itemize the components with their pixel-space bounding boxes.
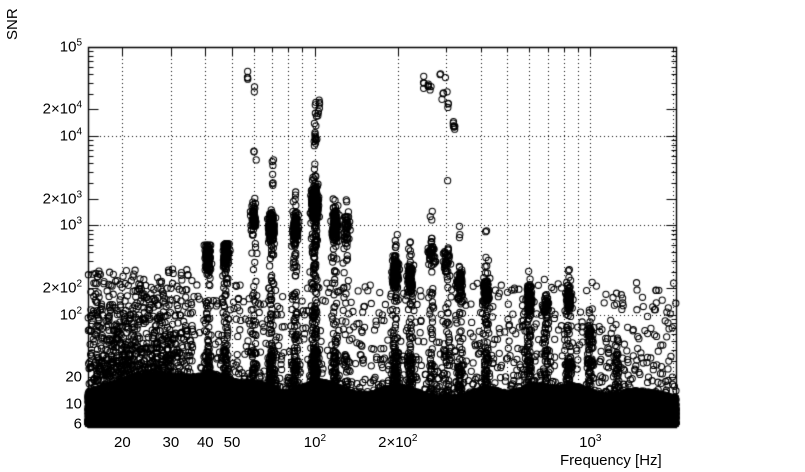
- y-tick-label: 6: [73, 415, 82, 433]
- y-tick-label: 10: [65, 395, 82, 413]
- y-tick-label: 102: [59, 305, 82, 324]
- y-tick-label: 2×104: [42, 99, 82, 118]
- x-tick-label: 50: [223, 434, 241, 451]
- y-tick-label: 103: [59, 215, 82, 234]
- x-axis-title: Frequency [Hz]: [560, 452, 662, 469]
- x-tick-label: 30: [162, 434, 180, 451]
- y-tick-label: 20: [65, 368, 82, 386]
- x-tick-label: 103: [579, 433, 602, 452]
- y-tick-label: 105: [59, 37, 82, 56]
- y-tick-label: 2×102: [42, 278, 82, 297]
- y-tick-label: 2×103: [42, 189, 82, 208]
- x-tick-label: 2×102: [378, 433, 418, 452]
- x-tick-label: 40: [196, 434, 214, 451]
- y-tick-label: 104: [59, 126, 82, 145]
- y-axis-title: SNR: [4, 8, 21, 40]
- x-tick-label: 102: [303, 433, 326, 452]
- x-tick-label: 20: [114, 434, 131, 451]
